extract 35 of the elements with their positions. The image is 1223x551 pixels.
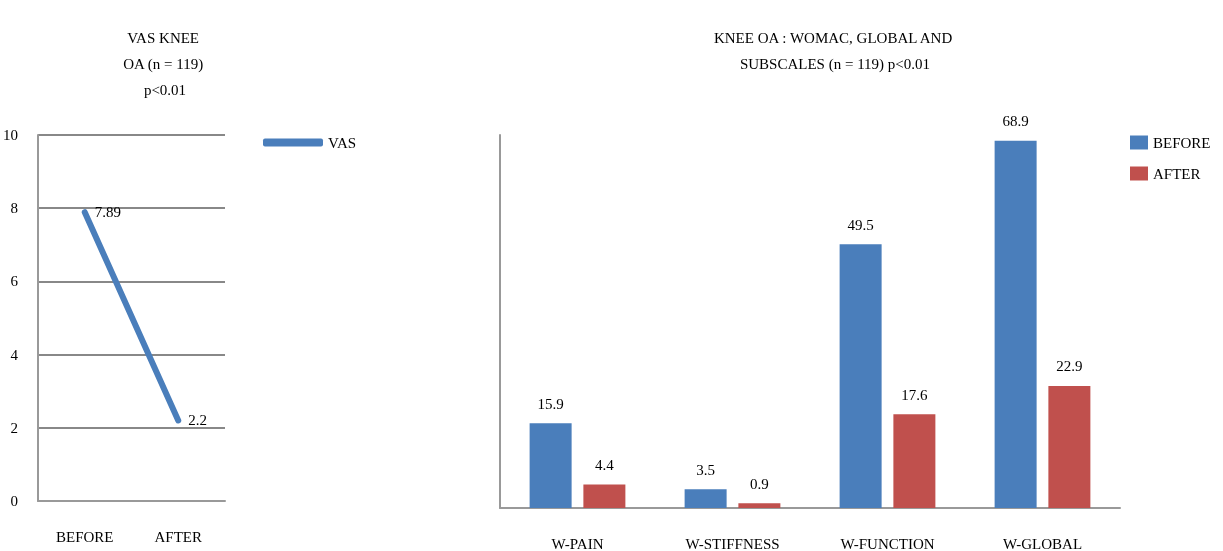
x-tick-label: W-STIFFNESS xyxy=(685,535,780,551)
bar xyxy=(583,484,626,508)
data-label: 15.9 xyxy=(537,395,564,412)
y-tick-label: 0 xyxy=(10,493,18,509)
chart-title: KNEE OA : WOMAC, GLOBAL AND SUBSCALES (n = 119) p<0.01 xyxy=(713,30,957,73)
chart-title: VAS KNEE OA (n = 119) p<0.01 xyxy=(123,30,207,98)
x-tick-label: AFTER xyxy=(154,528,203,545)
legend-label: AFTER xyxy=(1153,165,1201,182)
x-tick-label: BEFORE xyxy=(55,528,114,545)
data-label: 68.9 xyxy=(1002,113,1029,130)
y-tick-label: 4 xyxy=(10,346,19,363)
bar xyxy=(529,423,572,508)
x-tick-label: W-GLOBAL xyxy=(1002,535,1083,551)
bar xyxy=(684,489,727,508)
y-tick-label: 8 xyxy=(10,200,18,217)
data-label: 0.9 xyxy=(750,475,769,492)
bar xyxy=(893,414,936,508)
y-tick-label: 2 xyxy=(10,419,18,436)
data-label: 49.5 xyxy=(847,216,874,233)
bar xyxy=(994,140,1037,508)
data-label: 7.89 xyxy=(94,204,121,221)
bar xyxy=(738,503,781,508)
y-tick-label: 10 xyxy=(3,127,18,143)
data-label: 2.2 xyxy=(188,412,207,429)
legend-label: VAS xyxy=(328,134,357,151)
data-label: 17.6 xyxy=(901,386,929,403)
bar xyxy=(839,244,882,508)
x-tick-label: W-PAIN xyxy=(551,535,604,551)
data-label: 3.5 xyxy=(696,461,715,478)
x-tick-label: W-FUNCTION xyxy=(840,535,935,551)
legend-label: BEFORE xyxy=(1153,134,1211,151)
data-label: 22.9 xyxy=(1056,358,1083,375)
y-tick-label: 6 xyxy=(10,273,19,290)
bar xyxy=(1048,385,1091,508)
data-label: 4.4 xyxy=(595,457,615,474)
